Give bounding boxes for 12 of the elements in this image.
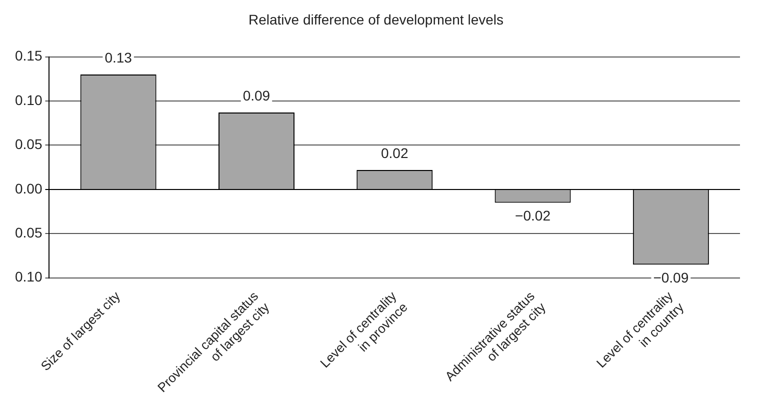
y-tick-label: 0.00 — [15, 180, 42, 196]
data-label: 0.09 — [242, 87, 270, 104]
data-label: 0.13 — [104, 49, 132, 66]
chart-title: Relative difference of development levels — [248, 11, 504, 28]
y-tick-label: 0.05 — [15, 224, 42, 241]
y-tick-label: 0.05 — [15, 136, 42, 152]
y-tick-label: 0.15 — [15, 48, 42, 64]
data-label: 0.02 — [381, 144, 408, 161]
y-tick-label: 0.10 — [15, 268, 42, 285]
data-label: −0.02 — [515, 208, 551, 224]
data-label: −0.09 — [653, 269, 689, 286]
y-tick-label: 0.10 — [15, 92, 42, 108]
